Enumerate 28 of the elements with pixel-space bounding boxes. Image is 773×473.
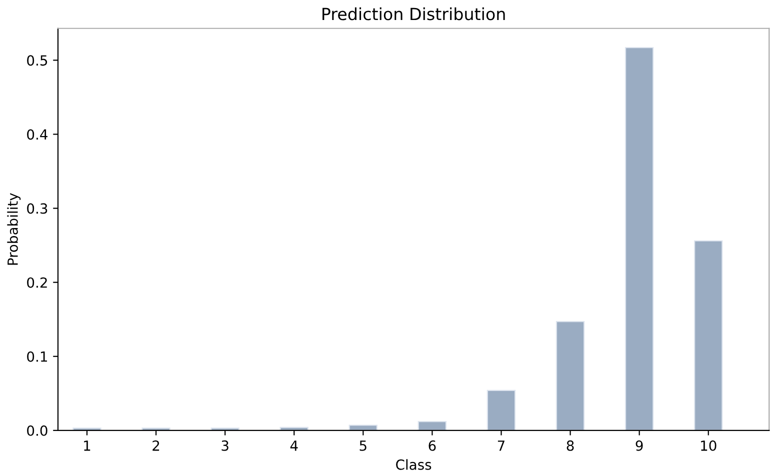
x-axis-title: Class: [396, 459, 432, 470]
bar: [556, 321, 585, 430]
bar: [72, 428, 102, 430]
chart-title: Prediction Distribution: [322, 7, 505, 20]
x-tick-label: 2: [152, 440, 160, 451]
x-tick-label: 7: [498, 440, 504, 451]
y-axis-title: Probability: [7, 193, 21, 265]
y-tick-label: 0.1: [27, 351, 47, 362]
bar: [348, 424, 378, 430]
bar: [694, 240, 723, 430]
y-tick-label: 0.4: [27, 129, 48, 140]
bar: [418, 420, 447, 430]
x-tick-label: 1: [84, 440, 90, 451]
x-tick-label: 8: [566, 440, 574, 451]
y-tick-label: 0.5: [27, 55, 48, 66]
x-tick-label: 10: [701, 440, 716, 451]
y-tick-label: 0.3: [27, 203, 48, 214]
x-tick-label: 9: [636, 440, 643, 451]
bar: [486, 390, 516, 430]
x-tick-label: 5: [360, 440, 366, 451]
x-tick-label: 3: [222, 440, 228, 451]
bar: [142, 428, 170, 430]
y-tick-label: 0.2: [27, 277, 47, 288]
y-tick-label: 0.0: [27, 425, 48, 436]
bar: [624, 47, 654, 430]
bar: [210, 428, 240, 430]
x-tick-label: 4: [290, 440, 298, 451]
x-tick-label: 6: [428, 440, 436, 451]
